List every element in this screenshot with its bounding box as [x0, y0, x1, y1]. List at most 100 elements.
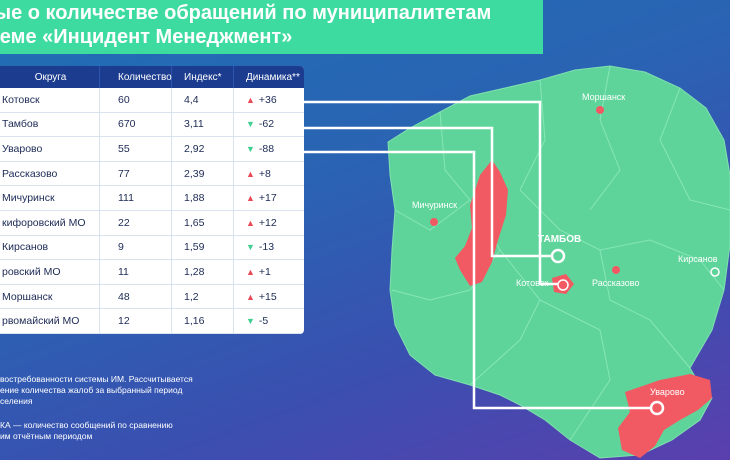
dynamics-value: -13	[258, 241, 275, 254]
cell-dynamics: ▼ -88	[234, 137, 304, 161]
dynamics-value: +17	[258, 192, 277, 205]
cell-dynamics: ▲ +36	[234, 88, 304, 112]
header-dynamics: Динамика**	[246, 71, 300, 83]
footnote-index-line-1: востребованности системы ИМ. Рассчитывае…	[0, 374, 193, 384]
cell-index: 1,16	[172, 309, 234, 333]
cell-count: 9	[100, 235, 172, 260]
table-row: Моршанск 48 1,2 ▲ +15	[0, 284, 304, 310]
michurinsk-dot	[430, 218, 438, 226]
cell-count: 55	[100, 137, 172, 161]
cell-district: кифоровский МО	[0, 210, 100, 235]
cell-count: 11	[100, 260, 172, 284]
city-label-morshansk: Моршанск	[582, 92, 625, 102]
dynamics-value: -62	[258, 118, 275, 131]
footnote-dynamics-line-2: им отчётным периодом	[0, 431, 93, 441]
footnote-dynamics-line-1: КА — количество сообщений по сравнению	[0, 420, 173, 430]
trend-down-icon: ▼	[246, 143, 255, 154]
cell-index: 2,39	[172, 161, 234, 186]
table-row: Уварово 55 2,92 ▼ -88	[0, 137, 304, 162]
table-row: ровский МО 11 1,28 ▲ +1	[0, 260, 304, 285]
trend-up-icon: ▲	[246, 94, 255, 105]
kotovsk-marker	[557, 279, 569, 291]
cell-district: Кирсанов	[0, 235, 100, 260]
highlight-district-west	[455, 160, 508, 286]
cell-count: 111	[100, 186, 172, 210]
cell-index: 3,11	[172, 112, 234, 137]
trend-up-icon: ▲	[246, 266, 255, 277]
title-line-1: ые о количестве обращений по муниципалит…	[0, 2, 492, 24]
cell-dynamics: ▼ -62	[234, 113, 304, 137]
cell-index: 2,92	[172, 137, 234, 161]
cell-count: 670	[100, 112, 172, 137]
header-district: Округа	[0, 66, 100, 88]
cell-dynamics: ▲ +1	[234, 260, 304, 284]
connector-lines	[304, 100, 650, 410]
table-row: Тамбов 670 3,11 ▼ -62	[0, 112, 304, 138]
title-line-2: теме «Инцидент Менеджмент»	[0, 26, 293, 48]
cell-count: 48	[100, 284, 172, 309]
cell-dynamics: ▲ +8	[234, 162, 304, 186]
morshansk-dot	[596, 106, 604, 114]
city-label-rasskazovo: Рассказово	[592, 278, 639, 288]
cell-dynamics: ▲ +12	[234, 211, 304, 235]
trend-up-icon: ▲	[246, 168, 255, 179]
city-label-uvarovo: Уварово	[650, 387, 685, 397]
dynamics-value: -88	[258, 142, 275, 155]
cell-district: Мичуринск	[0, 186, 100, 210]
cell-district: Рассказово	[0, 161, 100, 186]
table-row: кифоровский МО 22 1,65 ▲ +12	[0, 210, 304, 236]
dynamics-value: -5	[258, 315, 269, 328]
cell-dynamics: ▲ +15	[234, 285, 304, 309]
dynamics-value: +8	[258, 167, 271, 180]
table-row: Рассказово 77 2,39 ▲ +8	[0, 161, 304, 187]
rasskazovo-dot	[612, 266, 620, 274]
footnote-index: востребованности системы ИМ. Рассчитывае…	[0, 374, 193, 407]
cell-district: Уварово	[0, 137, 100, 161]
district-borders	[391, 65, 730, 441]
dynamics-value: +12	[258, 216, 277, 229]
dynamics-value: +36	[258, 93, 277, 106]
cell-dynamics: ▼ -13	[234, 236, 304, 260]
cell-dynamics: ▲ +17	[234, 186, 304, 210]
cell-district: Котовск	[0, 88, 100, 112]
cell-index: 1,59	[172, 235, 234, 260]
city-label-kirsanov: Кирсанов	[678, 254, 718, 264]
cell-district: Моршанск	[0, 284, 100, 309]
header-index: Индекс*	[172, 66, 234, 88]
table-row: Котовск 60 4,4 ▲ +36	[0, 88, 304, 113]
trend-up-icon: ▲	[246, 291, 255, 302]
cell-district: ровский МО	[0, 260, 100, 284]
cell-index: 1,2	[172, 284, 234, 309]
title-banner: ые о количестве обращений по муниципалит…	[0, 0, 543, 54]
cell-count: 60	[100, 88, 172, 112]
trend-up-icon: ▲	[246, 217, 255, 228]
cell-count: 12	[100, 309, 172, 333]
cell-index: 1,65	[172, 210, 234, 235]
cell-district: рвомайский МО	[0, 309, 100, 333]
trend-down-icon: ▼	[246, 316, 255, 327]
cell-dynamics: ▼ -5	[234, 309, 304, 333]
highlight-district-uvarovo	[618, 374, 712, 458]
table-row: рвомайский МО 12 1,16 ▼ -5	[0, 309, 304, 334]
cell-index: 1,28	[172, 260, 234, 284]
dynamics-value: +1	[258, 265, 271, 278]
footnote-index-line-2: ение количества жалоб за выбранный перио…	[0, 385, 183, 395]
city-label-tambov: ТАМБОВ	[538, 234, 581, 245]
cell-count: 22	[100, 210, 172, 235]
cell-index: 4,4	[172, 88, 234, 112]
header-count: Количество	[100, 66, 172, 88]
city-label-michurinsk: Мичуринск	[412, 200, 457, 210]
trend-down-icon: ▼	[246, 242, 255, 253]
table-row: Мичуринск 111 1,88 ▲ +17	[0, 186, 304, 211]
kirsanov-marker	[710, 267, 720, 277]
footnote-dynamics: КА — количество сообщений по сравнению и…	[0, 420, 173, 442]
tambov-marker	[550, 248, 566, 264]
cell-count: 77	[100, 161, 172, 186]
districts-table: Округа Количество Индекс* Динамика** Кот…	[0, 66, 304, 334]
cell-index: 1,88	[172, 186, 234, 210]
footnote-index-line-3: селения	[0, 396, 33, 406]
city-label-kotovsk: Котовск	[516, 278, 548, 288]
trend-up-icon: ▲	[246, 193, 255, 204]
table-row: Кирсанов 9 1,59 ▼ -13	[0, 235, 304, 261]
